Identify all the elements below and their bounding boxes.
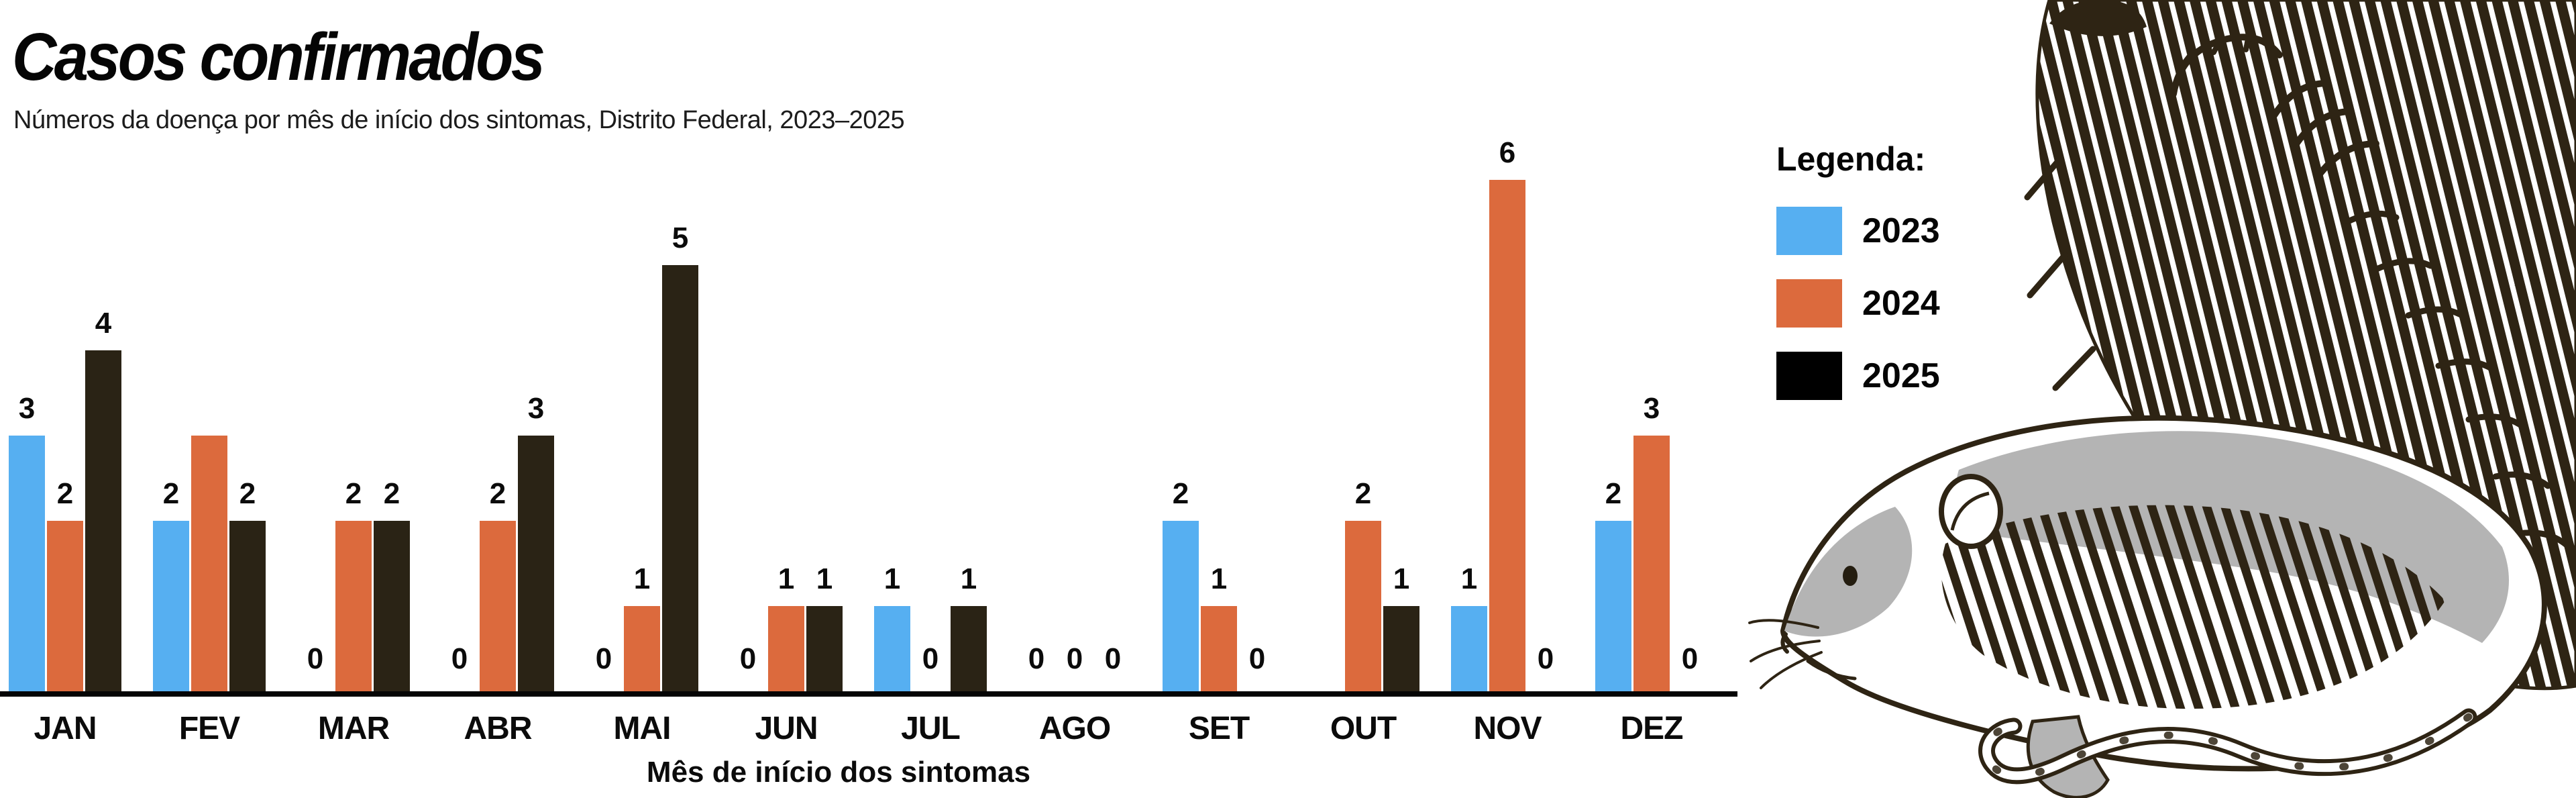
value-label-SET-2025: 0 [1248, 642, 1266, 675]
value-label-NOV-2024: 6 [1499, 136, 1516, 169]
month-label-FEV: FEV [178, 711, 240, 746]
month-label-DEZ: DEZ [1620, 711, 1684, 746]
bar-ABR-2025 [518, 436, 554, 691]
bar-NOV-2023 [1451, 606, 1487, 691]
value-label-SET-2024: 1 [1210, 562, 1228, 595]
bar-FEV-2024 [191, 436, 227, 691]
bar-SET-2023 [1163, 521, 1199, 691]
bar-JAN-2025 [85, 350, 121, 691]
value-label-JUL-2023: 1 [883, 562, 901, 595]
bar-FEV-2025 [229, 521, 266, 691]
bar-MAI-2025 [662, 265, 698, 691]
bar-JAN-2024 [47, 521, 83, 691]
white-rat [1748, 415, 2547, 798]
page-title: Casos confirmados [12, 19, 545, 95]
x-axis-line [0, 691, 1737, 697]
bar-JUN-2025 [806, 606, 843, 691]
month-label-OUT: OUT [1330, 711, 1397, 746]
value-label-MAR-2024: 2 [345, 477, 362, 510]
month-label-JAN: JAN [34, 711, 97, 746]
bar-ABR-2024 [480, 521, 516, 691]
value-label-MAI-2023: 0 [595, 642, 612, 675]
value-label-JUL-2024: 0 [922, 642, 939, 675]
value-label-AGO-2025: 0 [1104, 642, 1122, 675]
value-label-JUN-2024: 1 [777, 562, 795, 595]
month-label-NOV: NOV [1473, 711, 1542, 746]
bar-OUT-2025 [1383, 606, 1419, 691]
legend-row-2024: 2024 [1776, 279, 1940, 328]
page-subtitle: Números da doença por mês de início dos … [13, 106, 905, 134]
bar-OUT-2024 [1345, 521, 1381, 691]
value-label-FEV-2025: 2 [239, 477, 256, 510]
x-axis-title: Mês de início dos sintomas [646, 756, 1031, 789]
month-label-JUN: JUN [755, 711, 818, 746]
value-label-JAN-2025: 4 [95, 307, 112, 340]
value-label-MAI-2024: 1 [633, 562, 651, 595]
value-label-DEZ-2024: 3 [1643, 392, 1660, 425]
legend-title: Legenda: [1776, 140, 1926, 178]
bar-DEZ-2023 [1595, 521, 1631, 691]
value-label-JAN-2023: 3 [18, 392, 36, 425]
value-label-ABR-2025: 3 [527, 392, 545, 425]
bar-JUN-2024 [768, 606, 804, 691]
value-label-ABR-2023: 0 [451, 642, 468, 675]
bar-FEV-2023 [153, 521, 189, 691]
value-label-SET-2023: 2 [1172, 477, 1189, 510]
value-label-ABR-2024: 2 [489, 477, 506, 510]
value-label-OUT-2024: 2 [1354, 477, 1372, 510]
value-label-OUT-2025: 1 [1393, 562, 1410, 595]
value-label-AGO-2024: 0 [1066, 642, 1083, 675]
bar-DEZ-2024 [1633, 436, 1670, 691]
legend-row-2023: 2023 [1776, 207, 1940, 255]
value-label-JAN-2024: 2 [56, 477, 74, 510]
value-label-JUN-2023: 0 [739, 642, 757, 675]
month-label-MAI: MAI [613, 711, 672, 746]
legend-year-label: 2023 [1862, 211, 1940, 250]
legend-swatch-2023 [1776, 207, 1842, 255]
value-label-AGO-2023: 0 [1028, 642, 1045, 675]
month-label-ABR: ABR [464, 711, 533, 746]
bar-JUL-2025 [951, 606, 987, 691]
value-label-DEZ-2025: 0 [1681, 642, 1699, 675]
month-label-SET: SET [1188, 711, 1250, 746]
month-label-JUL: JUL [901, 711, 961, 746]
month-label-AGO: AGO [1038, 711, 1111, 746]
value-label-MAR-2023: 0 [307, 642, 324, 675]
value-label-MAI-2025: 5 [672, 221, 689, 254]
bar-JAN-2023 [9, 436, 45, 691]
legend-row-2025: 2025 [1776, 352, 1940, 400]
value-label-FEV-2023: 2 [162, 477, 180, 510]
legend-swatch-2025 [1776, 352, 1842, 400]
value-label-DEZ-2023: 2 [1605, 477, 1622, 510]
bar-JUL-2023 [874, 606, 910, 691]
legend-swatch-2024 [1776, 279, 1842, 328]
bar-SET-2024 [1201, 606, 1237, 691]
month-label-MAR: MAR [317, 711, 390, 746]
value-label-MAR-2025: 2 [383, 477, 400, 510]
legend: Legenda: 2023 2024 2025 [1776, 140, 1940, 424]
bar-MAR-2025 [374, 521, 410, 691]
bar-MAI-2024 [624, 606, 660, 691]
rats-illustration [1748, 0, 2576, 798]
legend-year-label: 2025 [1862, 356, 1940, 395]
bar-NOV-2024 [1489, 180, 1525, 691]
value-label-NOV-2023: 1 [1460, 562, 1478, 595]
value-label-JUL-2025: 1 [960, 562, 977, 595]
bar-MAR-2024 [335, 521, 372, 691]
value-label-NOV-2025: 0 [1537, 642, 1554, 675]
legend-year-label: 2024 [1862, 284, 1940, 323]
value-label-JUN-2025: 1 [816, 562, 833, 595]
